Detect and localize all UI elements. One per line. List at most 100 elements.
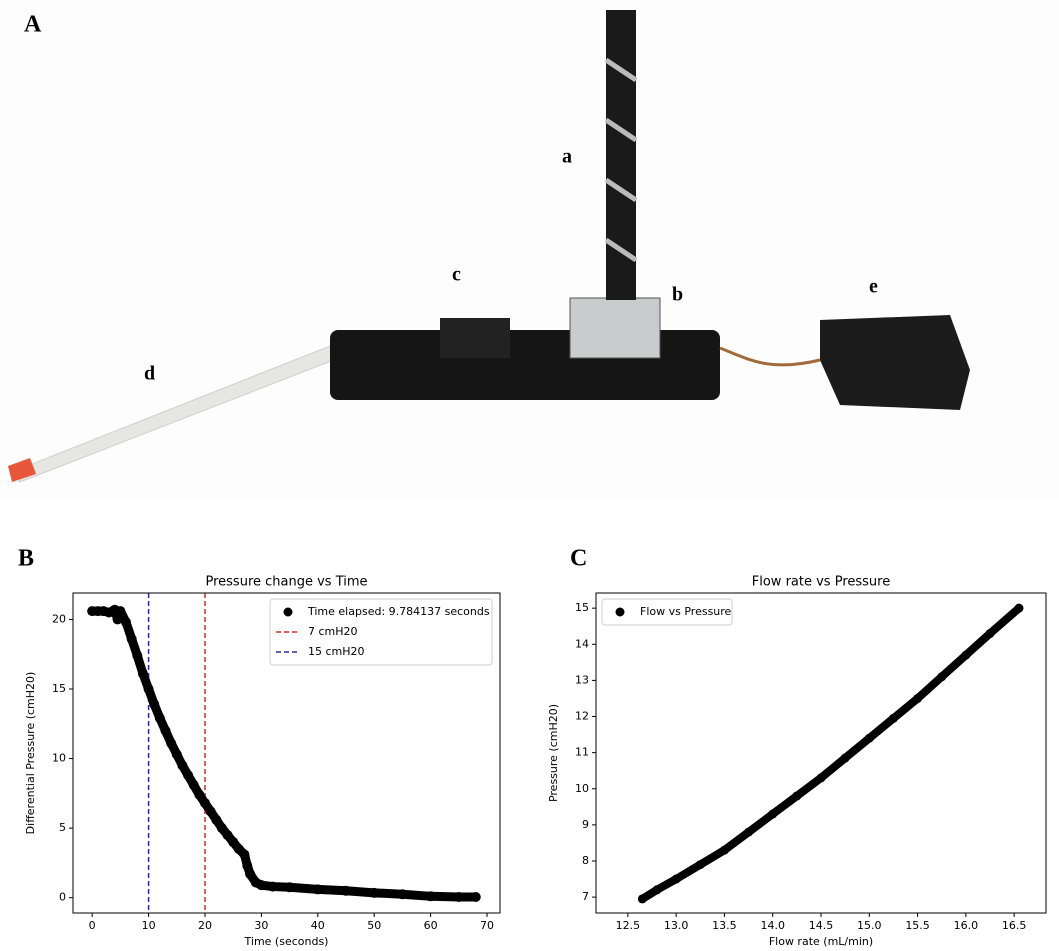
data-point (864, 733, 874, 743)
panel-label: C (570, 546, 587, 572)
data-point (166, 738, 177, 749)
data-point (913, 693, 923, 703)
legend-box (601, 598, 733, 626)
x-tick-label: 16.5 (1002, 919, 1027, 932)
data-point (768, 809, 778, 819)
data-point (239, 849, 250, 860)
x-tick-label: 30 (254, 919, 268, 932)
x-tick-label: 50 (367, 919, 381, 932)
data-point (470, 892, 481, 902)
x-tick-label: 14.5 (809, 919, 834, 932)
data-point (188, 780, 199, 790)
legend-label: 7 cmH20 (308, 625, 358, 638)
data-point (341, 885, 352, 896)
photo-label: a (562, 146, 572, 168)
y-tick-label: 0 (59, 891, 66, 904)
data-point (816, 773, 826, 783)
photo-label: c (452, 264, 461, 286)
data-point (126, 633, 137, 644)
photo: A a b c d e (8, 10, 970, 483)
data-point (652, 885, 662, 895)
data-point (671, 874, 681, 884)
x-tick-label: 14.0 (760, 919, 785, 932)
data-point (744, 827, 754, 837)
x-axis-label: Flow rate (mL/min) (769, 935, 873, 948)
y-tick-label: 9 (582, 818, 589, 831)
y-tick-label: 5 (59, 821, 66, 834)
y-tick-label: 10 (575, 782, 589, 795)
data-point (143, 684, 154, 694)
sensor-block (440, 318, 510, 358)
data-point (256, 880, 267, 891)
chamber (569, 297, 661, 359)
data-point (695, 860, 705, 870)
y-tick-label: 11 (575, 746, 589, 759)
legend-label: Flow vs Pressure (640, 605, 732, 618)
plot-frame (595, 592, 1047, 914)
legend-marker (283, 607, 293, 617)
data-point (242, 860, 253, 871)
data-point (194, 789, 205, 800)
data-point (245, 869, 256, 880)
data-point (154, 713, 165, 724)
data-point (792, 791, 802, 801)
data-point (112, 614, 123, 625)
wires (719, 346, 821, 367)
legend-marker (615, 607, 625, 617)
tube-tip (8, 458, 36, 482)
data-point (132, 650, 143, 661)
y-tick-label: 15 (52, 682, 66, 695)
y-tick-label: 15 (575, 601, 589, 614)
base-plate (330, 330, 720, 400)
x-tick-label: 70 (480, 919, 494, 932)
data-trace (640, 605, 1022, 903)
data-point (211, 814, 222, 825)
column-spiral (604, 57, 638, 263)
photo-label: b (672, 284, 683, 306)
data-point (199, 798, 210, 809)
y-tick-label: 7 (582, 890, 589, 903)
data-point (149, 699, 160, 710)
data-point (137, 668, 148, 679)
data-point (719, 845, 729, 855)
y-tick-label: 20 (52, 612, 66, 625)
data-point (312, 884, 323, 895)
plot-frame (72, 592, 501, 914)
legend-label: 15 cmH20 (308, 645, 365, 658)
x-tick-label: 15.0 (857, 919, 882, 932)
data-point (115, 606, 126, 617)
data-point (961, 650, 971, 660)
data-point (177, 760, 188, 771)
y-tick-label: 13 (575, 673, 589, 686)
x-tick-label: 16.0 (954, 919, 979, 932)
data-point (369, 887, 380, 898)
photo-label: d (144, 363, 155, 385)
data-point (284, 882, 295, 893)
panel-label: B (18, 546, 34, 572)
panel-label: A (24, 12, 42, 38)
controller-box (820, 315, 970, 410)
x-axis-label: Time (seconds) (244, 935, 329, 948)
data-point (1014, 603, 1024, 613)
data-point (425, 891, 436, 902)
data-point (160, 725, 171, 736)
data-point (121, 617, 132, 628)
y-axis-label: Differential Pressure (cmH20) (24, 672, 37, 835)
data-point (205, 806, 216, 817)
data-point (216, 823, 227, 834)
y-axis-label: Pressure (cmH20) (547, 704, 560, 802)
x-tick-label: 20 (198, 919, 212, 932)
data-point (228, 837, 239, 848)
data-point (985, 628, 995, 638)
x-tick-label: 0 (89, 919, 96, 932)
x-tick-label: 40 (311, 919, 325, 932)
x-tick-label: 12.5 (616, 919, 641, 932)
chart-title: Flow rate vs Pressure (752, 575, 890, 590)
y-tick-label: 12 (575, 710, 589, 723)
legend-box (269, 598, 493, 666)
x-tick-label: 13.5 (712, 919, 737, 932)
data-point (888, 713, 898, 723)
x-tick-label: 15.5 (905, 919, 930, 932)
x-tick-label: 13.0 (664, 919, 689, 932)
